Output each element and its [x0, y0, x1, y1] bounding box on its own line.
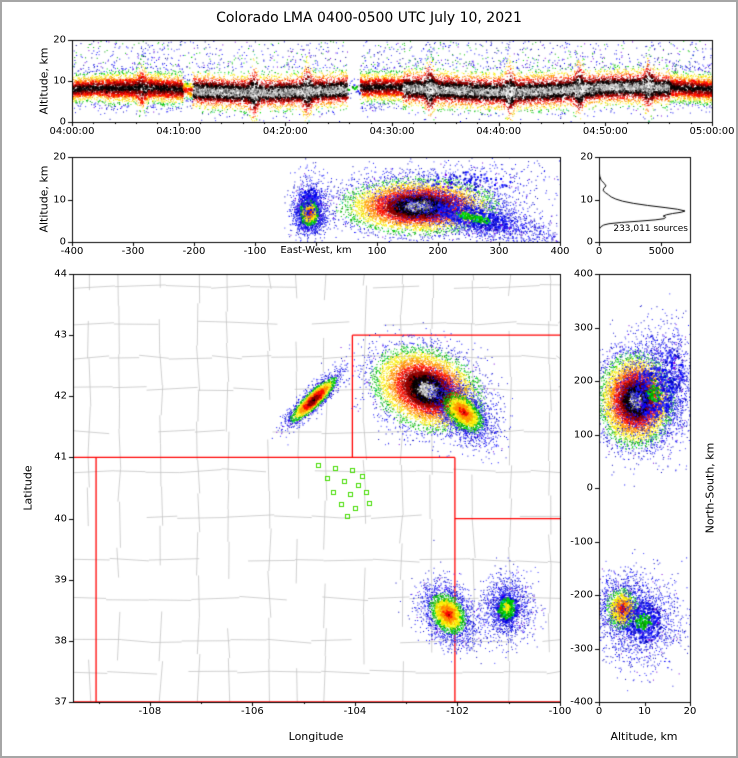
tick-label: -400	[60, 246, 84, 257]
tick-label: 40	[54, 513, 67, 525]
tick-label: 300	[489, 246, 509, 257]
tick-label: 0	[595, 246, 603, 257]
tick-label: 04:40:00	[476, 126, 522, 137]
source-count-annotation: 233,011 sources	[613, 224, 688, 234]
tick-label: 04:50:00	[582, 126, 628, 137]
tick-label: 100	[367, 246, 387, 257]
tick-label: 43	[54, 329, 67, 341]
tick-label: 0	[59, 236, 66, 248]
tick-label: 04:10:00	[156, 126, 202, 137]
tick-label: -300	[121, 246, 145, 257]
tick-label: -100	[570, 536, 593, 547]
tick-label: 41	[54, 451, 67, 463]
tick-label: 44	[54, 268, 67, 280]
map-ylabel: Latitude	[21, 465, 35, 511]
tick-label: 04:20:00	[262, 126, 308, 137]
north-south-ylabel: North-South, km	[703, 442, 717, 534]
tick-label: 20	[580, 151, 593, 163]
tick-label: 400	[573, 268, 593, 280]
tick-label: 0	[586, 236, 593, 248]
tick-label: 400	[550, 246, 570, 257]
tick-label: -100	[243, 246, 267, 257]
tick-label: 0	[595, 706, 603, 717]
tick-label: 0	[59, 116, 66, 128]
tick-label: 300	[573, 322, 593, 333]
tick-label: -102	[446, 706, 469, 717]
tick-label: 39	[54, 574, 67, 586]
tick-label: -108	[138, 706, 162, 717]
map-xlabel: Longitude	[288, 730, 344, 743]
tick-label: 20	[53, 34, 66, 46]
tick-label: -200	[570, 589, 593, 601]
north-south-xlabel: Altitude, km	[610, 730, 678, 743]
tick-label: 10	[638, 706, 651, 717]
tick-label: 0	[586, 482, 593, 494]
tick-label: -100	[548, 706, 572, 717]
tick-label: 10	[53, 194, 66, 205]
tick-label: 5000	[648, 246, 675, 257]
tick-label: 05:00:00	[689, 126, 735, 137]
tick-label: 37	[54, 696, 67, 708]
figure-title: Colorado LMA 0400-0500 UTC July 10, 2021	[216, 10, 522, 26]
tick-label: -104	[343, 706, 367, 717]
tick-label: 20	[683, 706, 697, 717]
tick-label: -400	[570, 696, 593, 708]
tick-label: 42	[54, 390, 67, 402]
tick-label: 100	[573, 429, 593, 440]
time-height-ylabel: Altitude, km	[37, 47, 51, 115]
tick-label: 38	[54, 635, 67, 647]
east-west-ylabel: Altitude, km	[37, 165, 51, 233]
tick-label: 20	[53, 151, 66, 163]
tick-label: -200	[182, 246, 206, 257]
tick-label: 04:00:00	[49, 126, 95, 137]
tick-label: -106	[241, 706, 264, 717]
tick-label: 200	[573, 375, 593, 387]
tick-label: -300	[570, 643, 593, 654]
tick-label: 10	[580, 194, 593, 205]
tick-label: 04:30:00	[369, 126, 415, 137]
tick-label: 10	[53, 75, 66, 87]
tick-label: 200	[428, 246, 448, 257]
east-west-xlabel: East-West, km	[280, 245, 352, 256]
